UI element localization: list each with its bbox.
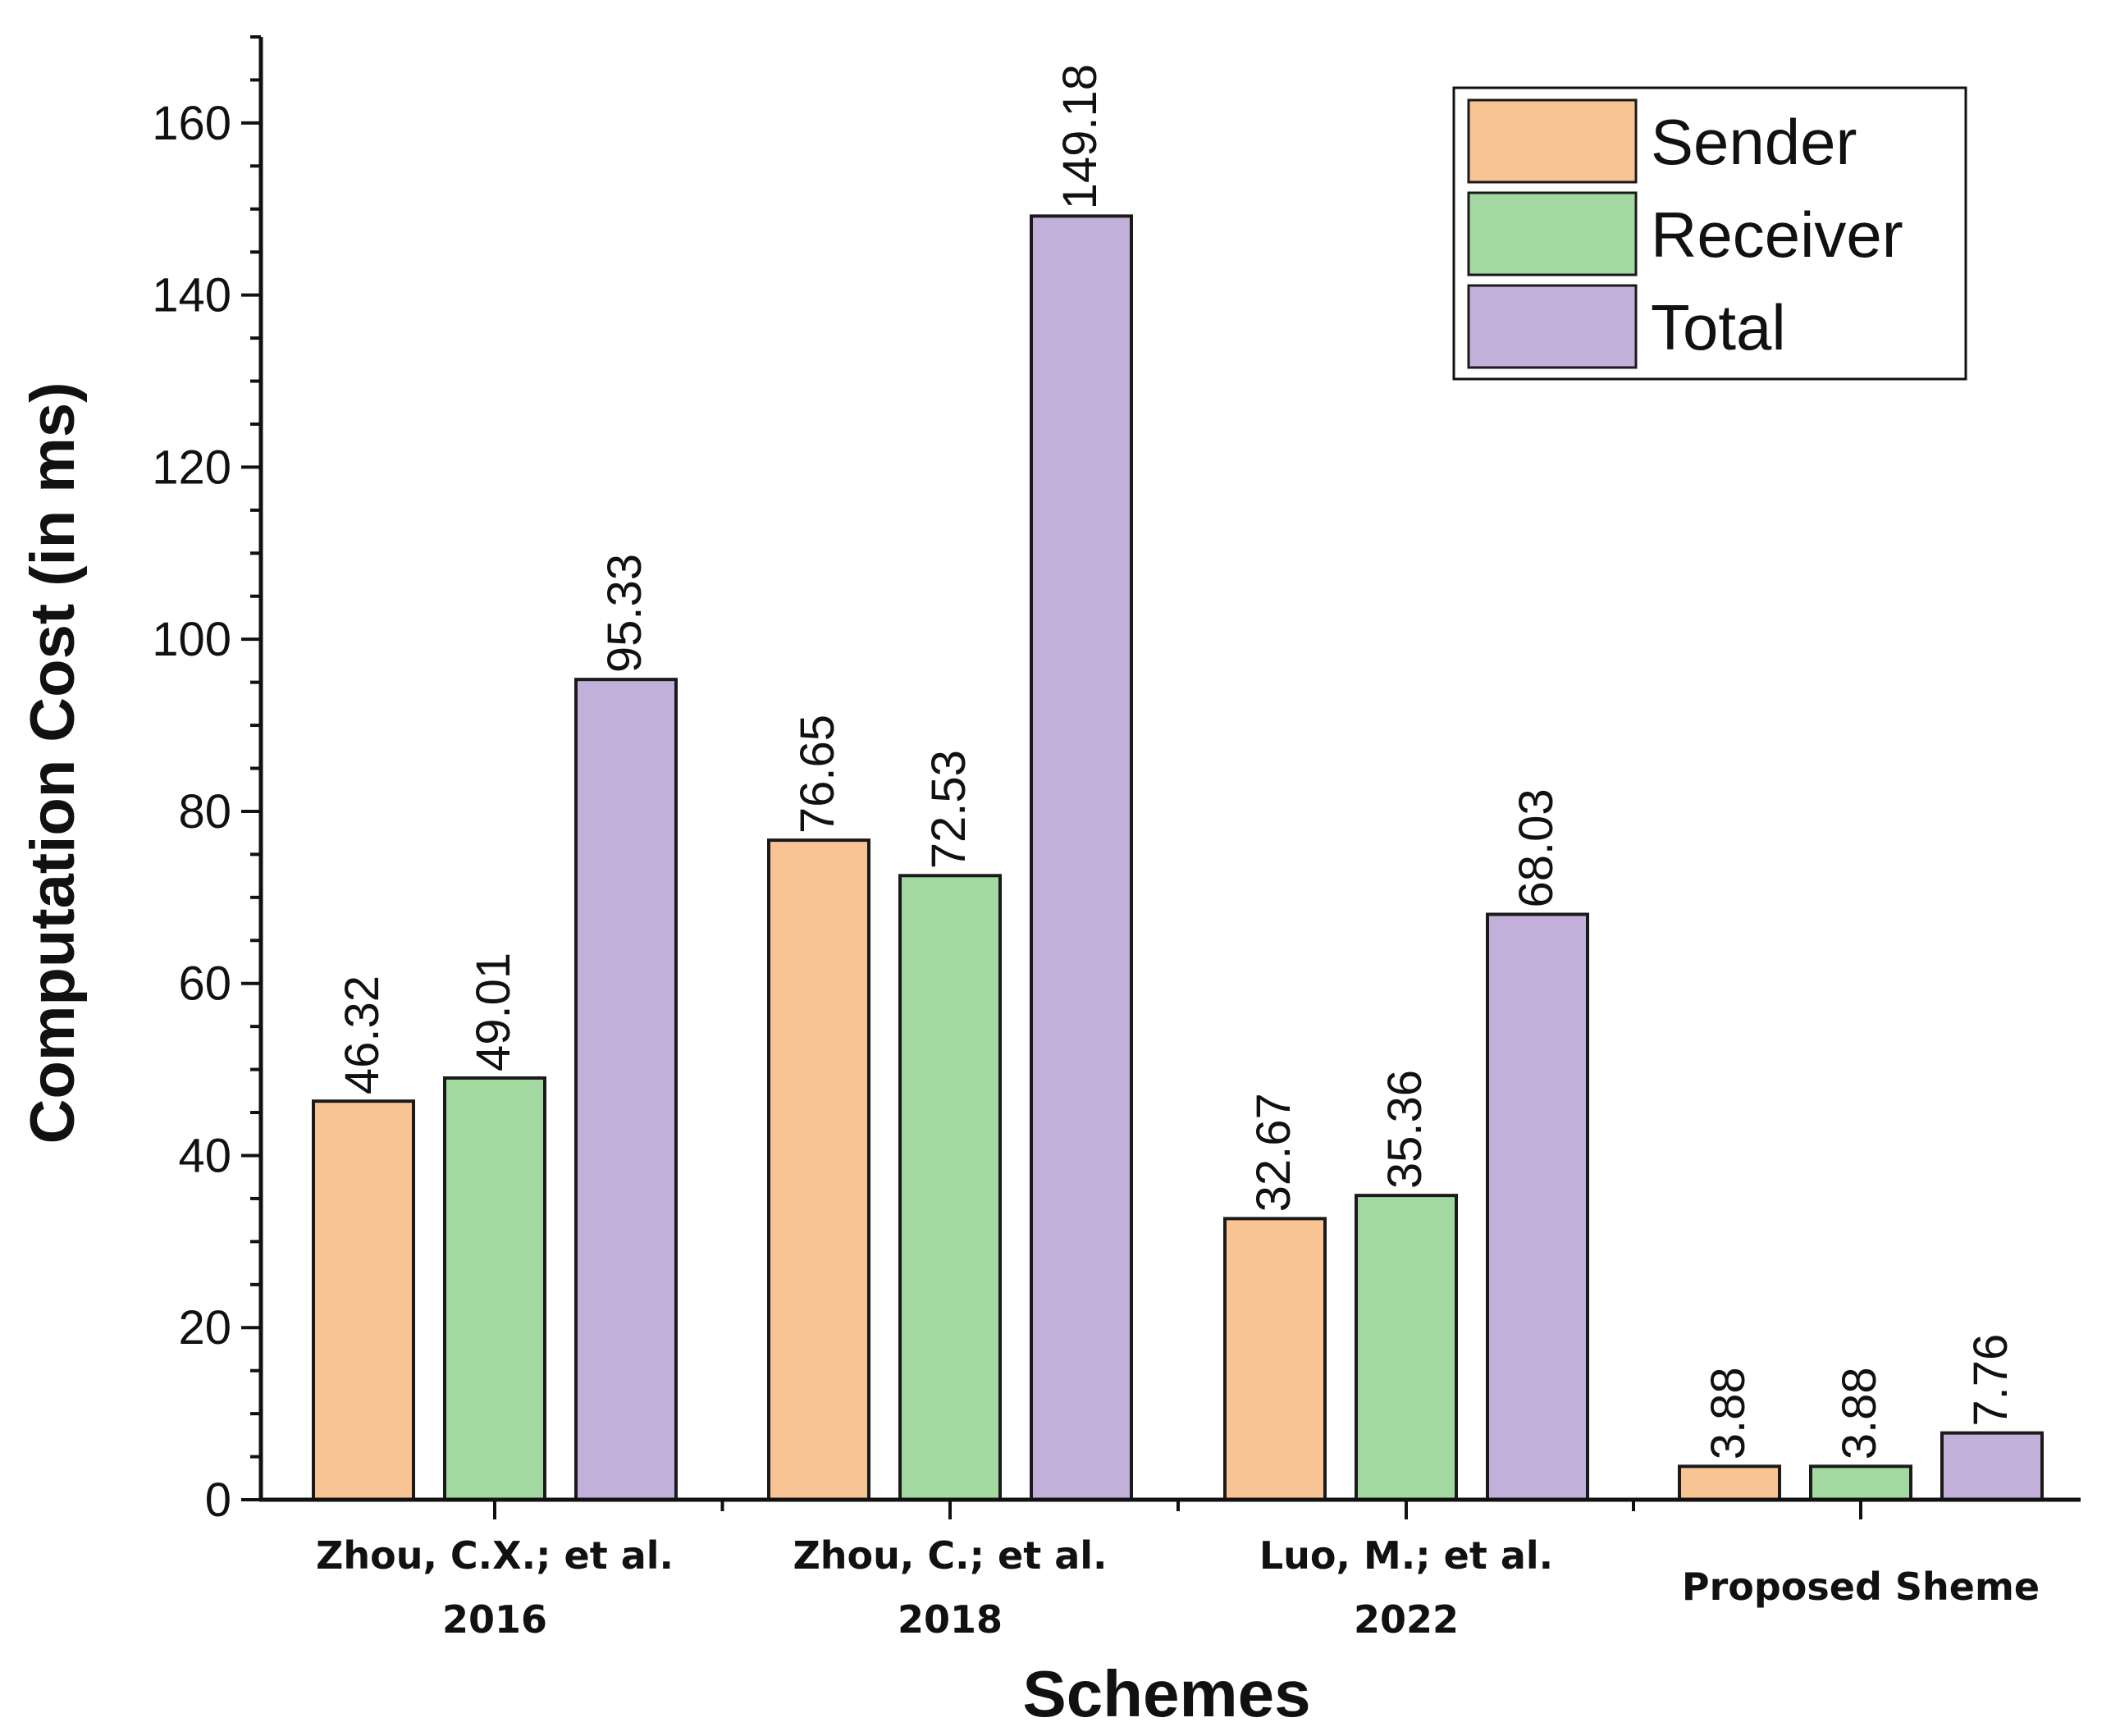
value-label-total-1: 95.33 [598,554,651,673]
y-tick-label-120: 120 [152,441,231,494]
category-label-1-line-2: 2016 [442,1597,547,1642]
category-label-4-line-1: Proposed Sheme [1682,1565,2040,1609]
value-label-receiver-2: 72.53 [922,750,975,869]
x-axis-title: Schemes [1022,1657,1310,1730]
bar-total-4 [1940,1431,2044,1502]
y-axis-title: Computation Cost (in ms) [18,382,88,1144]
category-label-3-line-1: Luo, M.; et al. [1259,1533,1553,1578]
legend-label-receiver: Receiver [1651,199,1903,271]
value-label-receiver-4: 3.88 [1833,1367,1886,1460]
category-labels-layer: Zhou, C.X.; et al. 2016 Zhou, C.; et al. 20… [316,1533,2040,1642]
y-tick-label-0: 0 [205,1473,231,1527]
value-label-sender-3: 32.67 [1247,1093,1300,1212]
y-tick-label-160: 160 [152,97,231,150]
value-label-receiver-1: 49.01 [467,953,520,1071]
bar-receiver-4 [1809,1464,1912,1502]
y-tick-label-20: 20 [178,1301,231,1355]
category-label-1-line-1: Zhou, C.X.; et al. [316,1533,674,1578]
value-label-sender-2: 76.65 [791,715,844,834]
category-label-2-line-1: Zhou, C.; et al. [793,1533,1107,1578]
value-label-total-4: 7.76 [1964,1334,2017,1427]
bar-sender-2 [767,838,870,1501]
legend-label-sender: Sender [1651,106,1857,178]
value-label-receiver-3: 35.36 [1378,1070,1432,1189]
value-labels-layer: 46.32 76.65 32.67 3.88 49.01 72.53 35.36 3.88 95… [336,64,2017,1460]
bar-total-1 [574,678,678,1501]
bar-sender-1 [312,1099,415,1501]
legend: Sender Receiver Total [1452,86,1967,381]
bar-total-3 [1486,912,1589,1501]
bar-sender-4 [1678,1464,1781,1502]
legend-swatch-receiver [1467,191,1638,276]
bar-receiver-3 [1355,1194,1458,1501]
y-tick-label-40: 40 [178,1129,231,1182]
bar-receiver-2 [898,874,1002,1502]
bar-total-2 [1030,214,1133,1501]
bars-layer [312,214,2044,1502]
y-tick-label-100: 100 [152,613,231,666]
value-label-sender-4: 3.88 [1702,1367,1755,1460]
value-label-total-3: 68.03 [1510,788,1563,907]
legend-label-total: Total [1651,291,1786,363]
value-label-total-2: 149.18 [1053,64,1107,209]
category-label-3-line-2: 2022 [1354,1597,1459,1642]
category-label-2-line-2: 2018 [898,1597,1003,1642]
y-tick-label-60: 60 [178,957,231,1011]
legend-swatch-total [1467,284,1638,369]
value-label-sender-1: 46.32 [336,975,389,1094]
bar-receiver-1 [443,1076,546,1501]
axes-layer: 0 20 40 60 80 100 120 140 160 [152,35,2081,1527]
y-tick-label-140: 140 [152,269,231,322]
y-tick-label-80: 80 [178,785,231,838]
legend-swatch-sender [1467,98,1638,184]
bar-sender-3 [1223,1217,1327,1501]
